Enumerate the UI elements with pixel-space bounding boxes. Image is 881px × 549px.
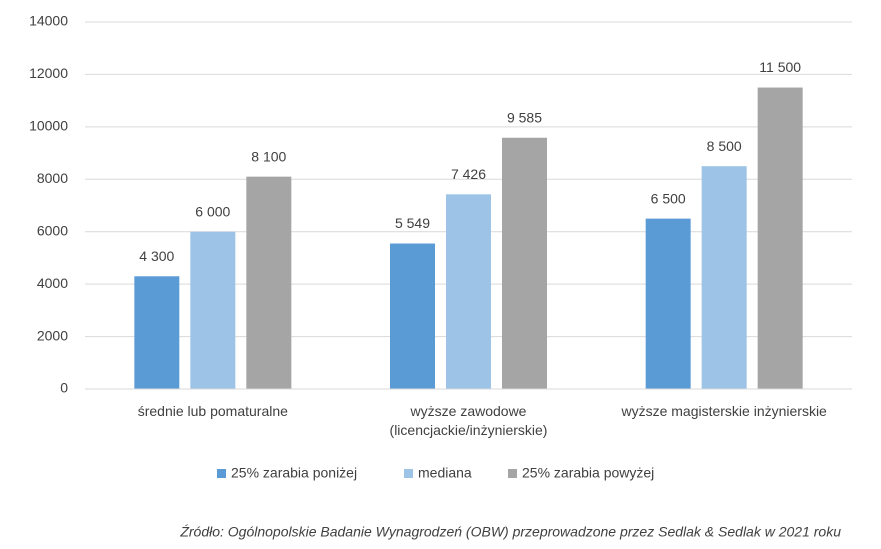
legend-label: mediana	[418, 465, 472, 481]
x-tick-label: średnie lub pomaturalne	[137, 403, 288, 419]
value-label: 4 300	[139, 248, 174, 264]
bar	[390, 243, 435, 389]
bar	[190, 231, 236, 389]
legend-label: 25% zarabia powyżej	[522, 465, 654, 481]
bar	[502, 137, 547, 389]
legend-label: 25% zarabia poniżej	[231, 465, 357, 481]
y-tick-label: 10000	[29, 118, 68, 134]
legend-swatch	[508, 469, 517, 478]
value-label: 11 500	[759, 59, 801, 75]
source-note: Źródło: Ogólnopolskie Badanie Wynagrodze…	[179, 524, 841, 540]
y-tick-label: 6000	[37, 222, 68, 238]
x-tick-label: wyższe magisterskie inżynierskie	[621, 403, 827, 419]
y-tick-label: 0	[60, 380, 68, 396]
bar	[645, 218, 691, 389]
bar	[134, 276, 180, 389]
value-label: 8 100	[251, 148, 286, 164]
y-tick-label: 12000	[29, 65, 68, 81]
bar	[446, 194, 491, 389]
bar	[246, 176, 292, 389]
value-label: 9 585	[507, 109, 542, 125]
y-tick-label: 14000	[29, 13, 68, 29]
y-tick-label: 2000	[37, 327, 68, 343]
x-tick-label: wyższe zawodowe (licencjackie/inżyniersk…	[389, 403, 548, 438]
legend-swatch	[404, 469, 413, 478]
value-label: 7 426	[451, 166, 486, 182]
value-label: 6 500	[651, 190, 686, 206]
y-tick-label: 8000	[37, 170, 68, 186]
y-tick-label: 4000	[37, 275, 68, 291]
bar	[757, 87, 803, 390]
bar	[701, 166, 747, 389]
value-label: 8 500	[707, 138, 742, 154]
value-label: 6 000	[195, 203, 230, 219]
value-label: 5 549	[395, 215, 430, 231]
legend-swatch	[217, 469, 226, 478]
